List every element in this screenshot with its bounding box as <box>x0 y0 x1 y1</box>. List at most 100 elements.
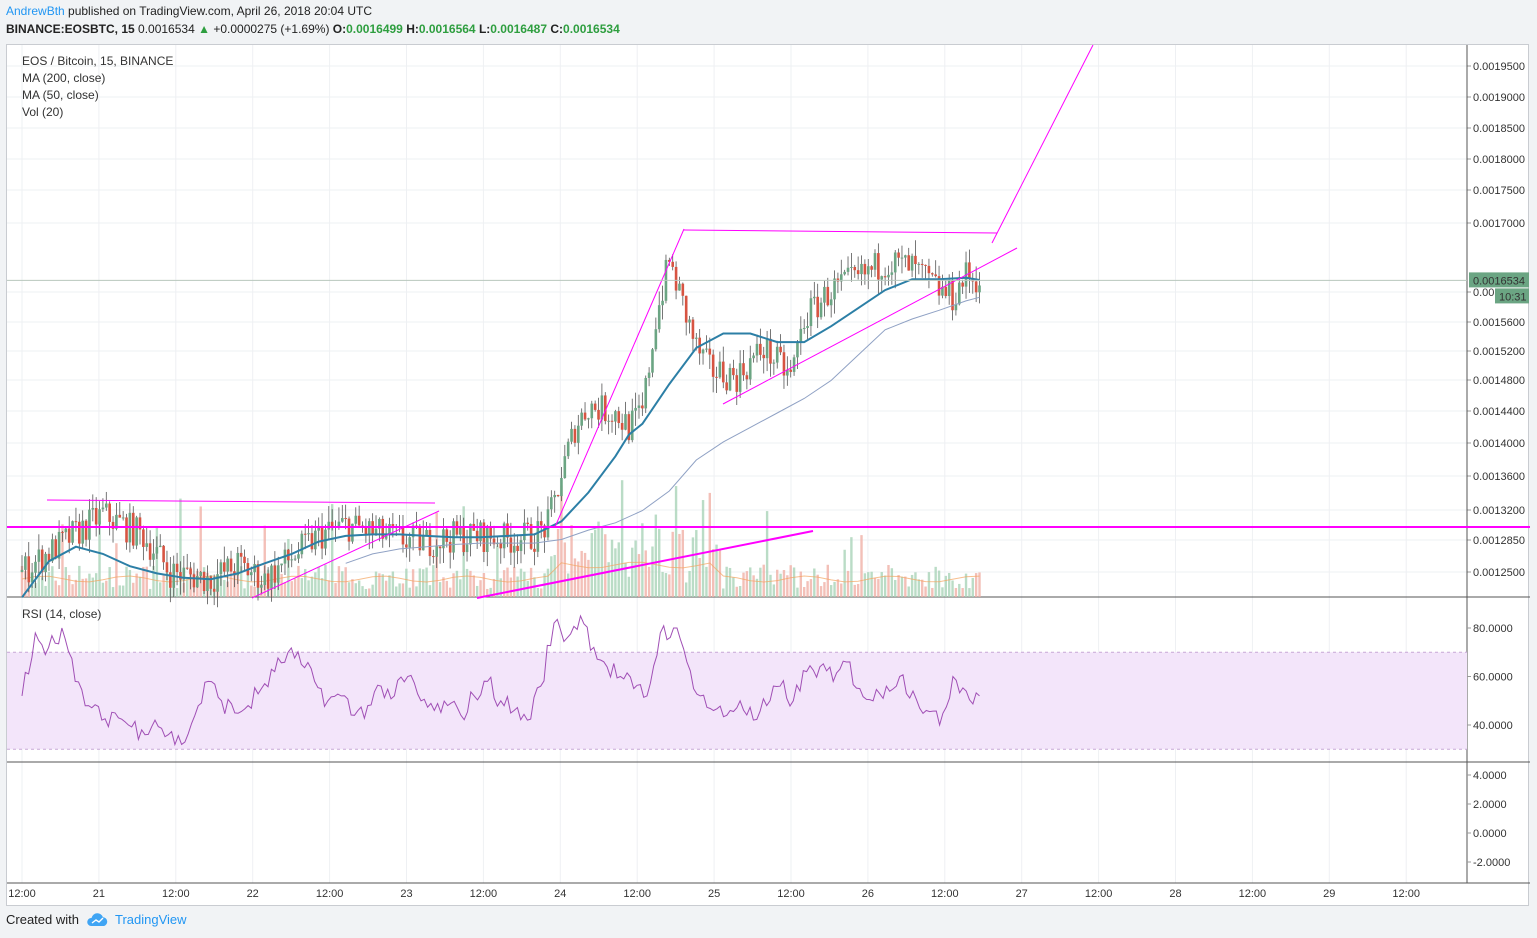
volume-bar <box>509 577 513 597</box>
candle-body <box>489 526 492 539</box>
volume-bar <box>819 586 823 597</box>
legend-ma200[interactable]: MA (200, close) <box>22 71 106 85</box>
volume-bar <box>877 578 880 597</box>
volume-bar <box>951 580 954 597</box>
candle-body <box>617 411 621 424</box>
volume-bar <box>691 537 695 597</box>
volume-bar <box>641 523 644 597</box>
volume-bar <box>445 580 449 597</box>
candle-body <box>327 521 331 530</box>
candle-body <box>496 543 499 545</box>
volume-bar <box>738 586 742 597</box>
volume-ma-line <box>21 561 980 583</box>
candle-body <box>94 507 98 525</box>
candle-body <box>364 527 368 535</box>
volume-bar <box>947 572 951 597</box>
candle-body <box>307 533 310 535</box>
candle-body <box>931 273 934 275</box>
volume-bar <box>384 580 388 597</box>
candle-body <box>78 521 81 544</box>
volume-bar <box>68 574 71 597</box>
chart-area[interactable]: 12:00 21 12:00 22 12:00 23 12:00 24 12:00 25 12:00… <box>6 44 1530 907</box>
candle-body <box>445 529 449 542</box>
chart-legend-title[interactable]: EOS / Bitcoin, 15, BINANCE <box>22 54 174 68</box>
candle-body <box>340 518 344 522</box>
volume-bar <box>391 571 395 597</box>
candle-body <box>118 514 122 518</box>
candle-body <box>580 412 583 426</box>
candle-body <box>920 263 924 265</box>
candle-body <box>755 343 759 356</box>
x-tick-label: 12:00 <box>470 888 498 900</box>
author-link[interactable]: AndrewBth <box>6 4 65 18</box>
candle-body <box>718 361 722 378</box>
candle-body <box>543 525 546 538</box>
volume-bar <box>304 568 307 597</box>
candle-body <box>303 533 307 535</box>
candle-body <box>499 543 503 549</box>
volume-bar <box>826 564 829 597</box>
candle-body <box>64 528 68 533</box>
candle-body <box>263 573 267 586</box>
candle-body <box>590 403 594 419</box>
x-tick-label: 12:00 <box>1392 888 1420 900</box>
candle-body <box>614 411 617 422</box>
candle-body <box>890 272 894 275</box>
candle-body <box>560 477 563 497</box>
legend-rsi[interactable]: RSI (14, close) <box>22 607 102 621</box>
volume-bar <box>853 584 856 597</box>
volume-bar <box>128 569 132 597</box>
tradingview-link[interactable]: TradingView <box>114 912 187 927</box>
price-change: +0.0000275 (+1.69%) <box>213 22 330 36</box>
volume-bar <box>954 587 958 597</box>
candle-body <box>742 363 745 376</box>
volume-bar <box>442 577 445 597</box>
candle-body <box>708 348 712 355</box>
chart-canvas[interactable]: 12:00 21 12:00 22 12:00 23 12:00 24 12:00 25 12:00… <box>7 45 1530 907</box>
volume-bar <box>715 544 718 597</box>
last-price-tag <box>1469 272 1529 288</box>
candle-body <box>529 524 533 549</box>
volume-bar <box>347 582 351 597</box>
volume-bar <box>776 569 779 597</box>
volume-bar <box>583 552 587 597</box>
volume-bar <box>684 582 688 597</box>
candle-body <box>523 522 526 541</box>
candle-body <box>212 588 216 592</box>
x-tick-label: 29 <box>1323 888 1335 900</box>
candle-body <box>492 538 496 545</box>
volume-bar <box>863 573 867 597</box>
volume-bar <box>927 572 931 597</box>
candle-body <box>219 562 223 575</box>
candle-body <box>314 530 317 550</box>
candle-body <box>556 494 560 497</box>
candle-body <box>806 326 809 328</box>
candle-body <box>155 547 159 554</box>
candle-body <box>84 520 88 540</box>
rsi-tick-label: 40.0000 <box>1473 720 1513 732</box>
volume-bar <box>658 528 661 597</box>
candle-body <box>418 526 422 551</box>
volume-bar <box>37 571 41 597</box>
candle-body <box>91 507 95 510</box>
up-arrow-icon: ▲ <box>198 22 210 36</box>
candle-body <box>691 319 695 339</box>
volume-bar <box>341 571 344 597</box>
rsi-line <box>21 614 980 747</box>
y-tick-label: 0.0019500 <box>1473 61 1525 73</box>
legend-ma50[interactable]: MA (50, close) <box>22 88 99 102</box>
volume-bar <box>890 568 894 597</box>
legend-volume[interactable]: Vol (20) <box>22 105 64 119</box>
candle-body <box>735 375 739 392</box>
volume-bar <box>671 531 674 597</box>
volume-bar <box>516 576 519 597</box>
volume-bar <box>51 566 54 597</box>
candle-body <box>856 270 860 275</box>
candle-body <box>40 549 44 573</box>
candle-body <box>924 264 927 266</box>
volume-bar <box>519 568 523 597</box>
volume-bar <box>843 549 846 597</box>
volume-bar <box>297 565 300 597</box>
y-tick-label: 0.0012500 <box>1473 567 1525 579</box>
candle-body <box>71 521 74 543</box>
